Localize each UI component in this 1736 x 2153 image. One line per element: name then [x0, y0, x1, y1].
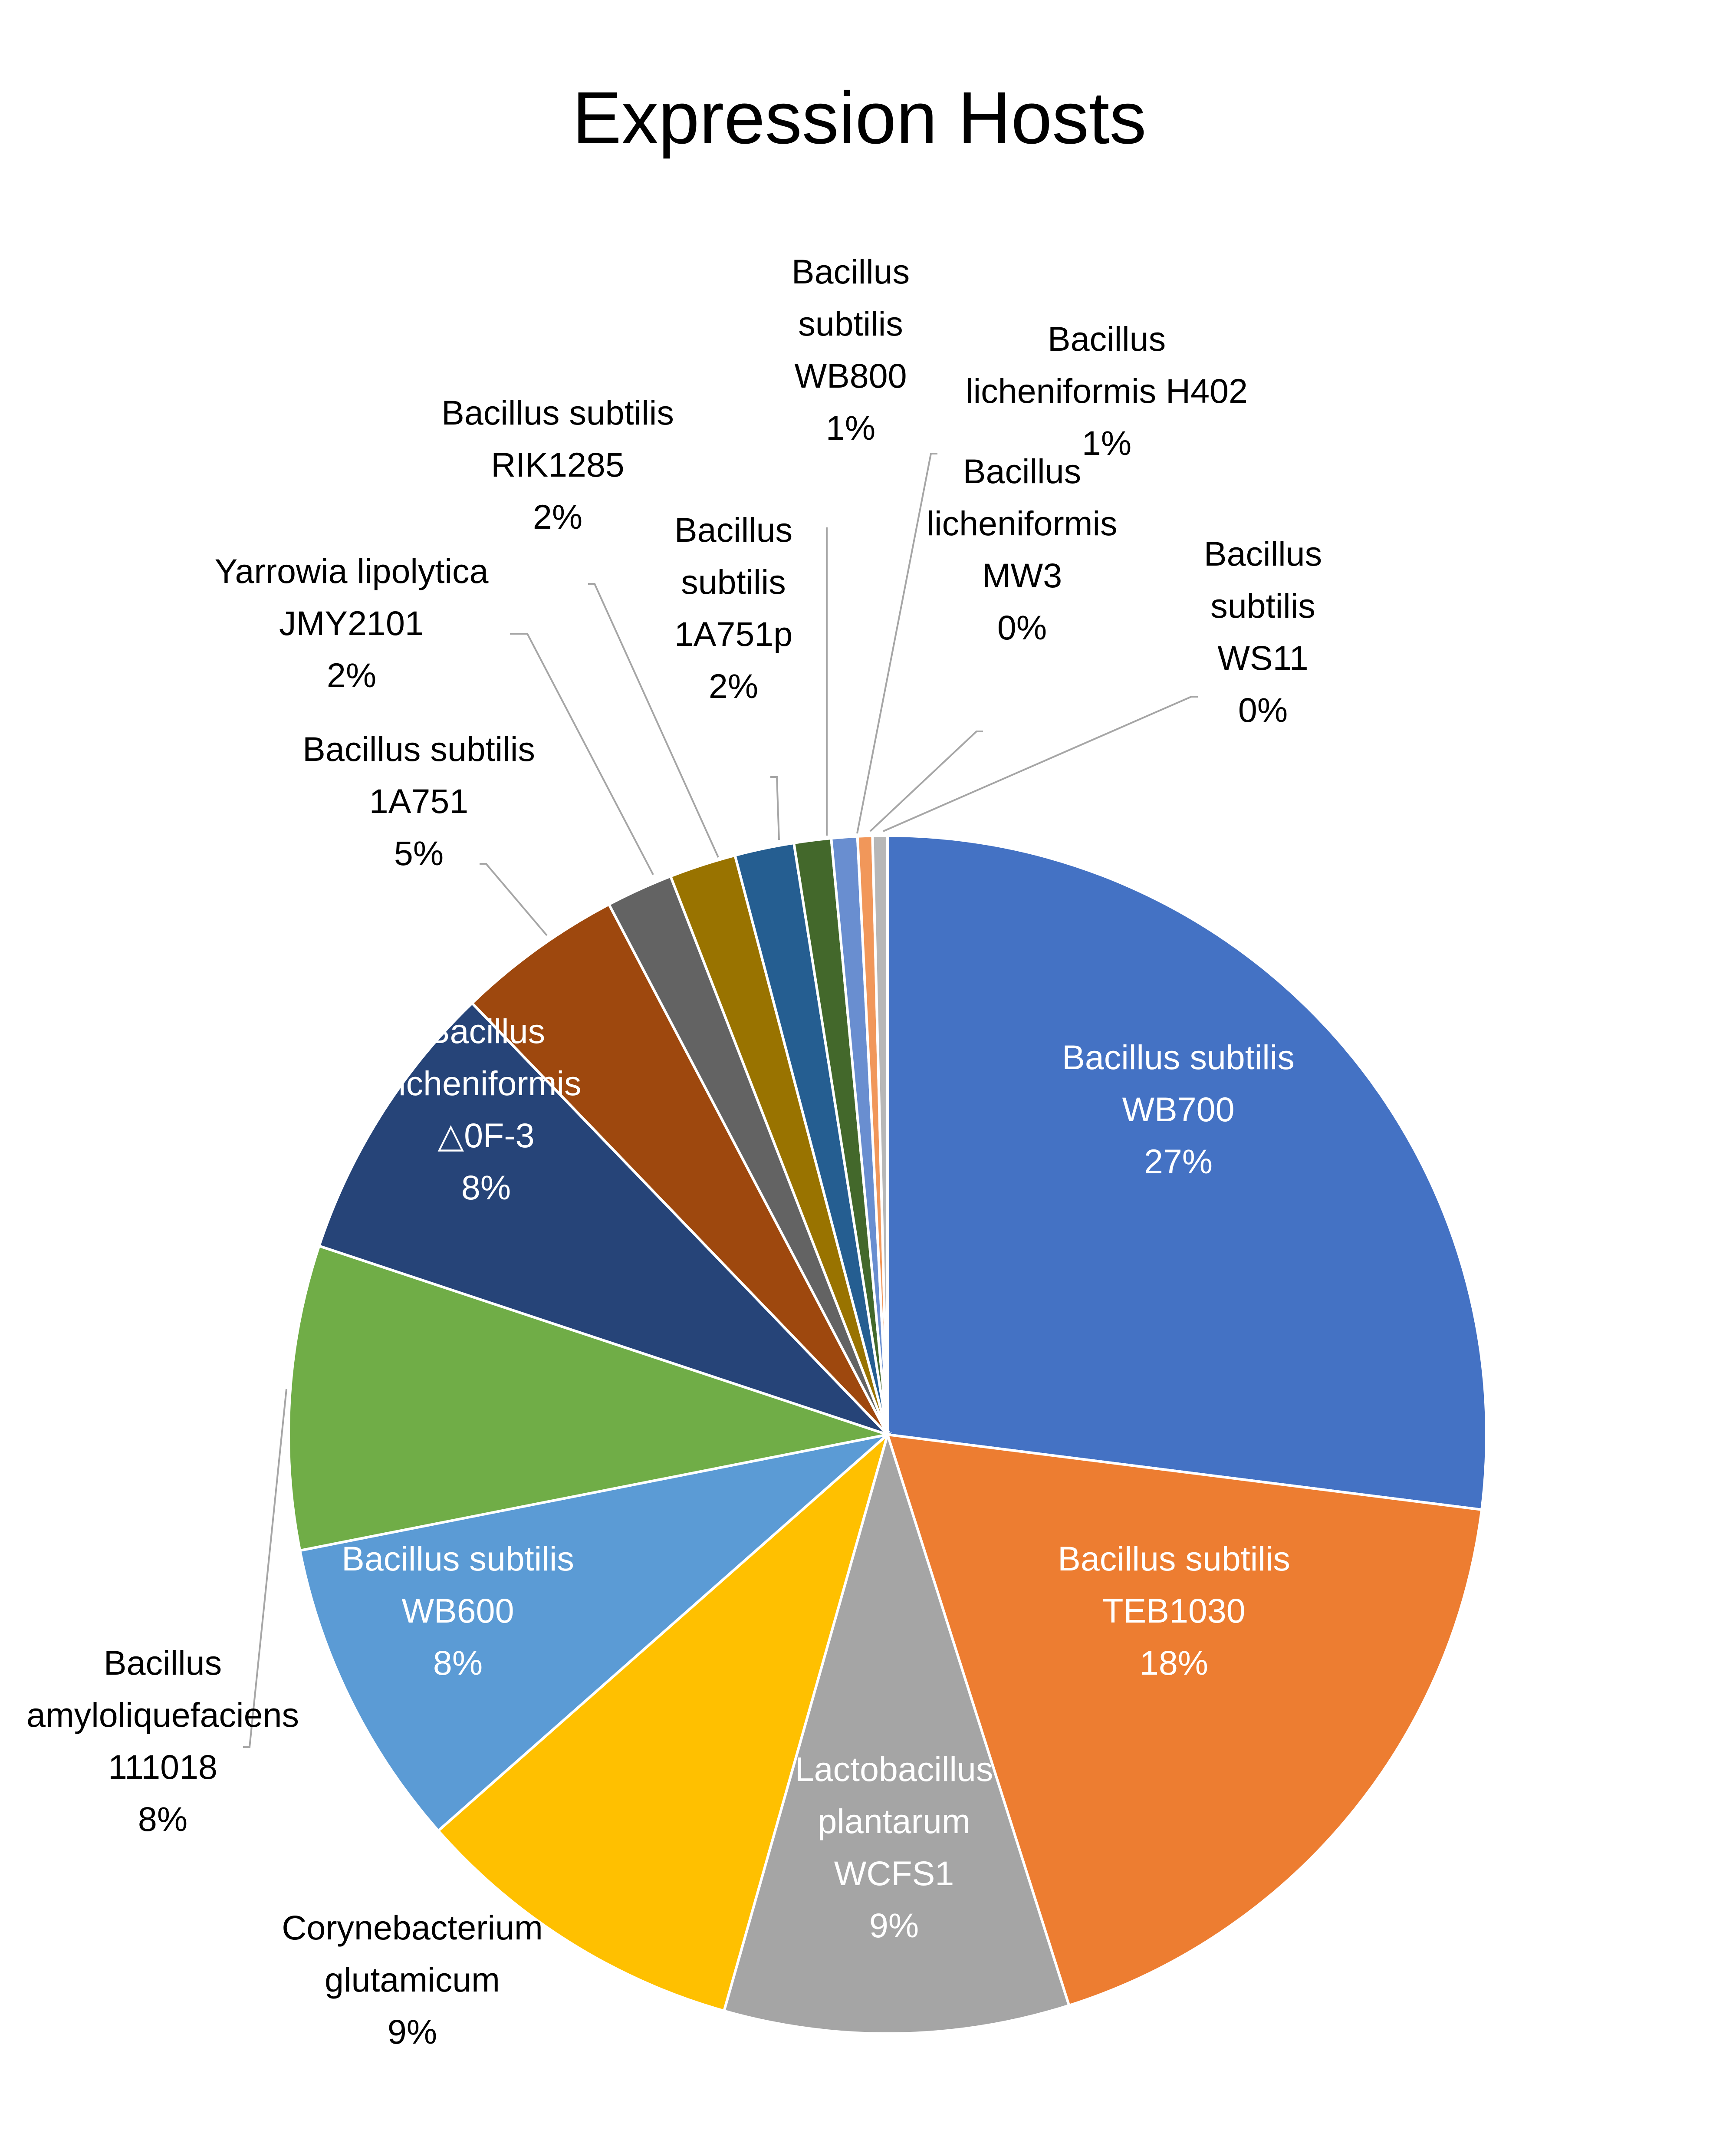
data-label-line: Bacillus	[1048, 319, 1166, 358]
pie-slice	[287, 1244, 893, 1552]
data-label-line: 1%	[1082, 424, 1131, 462]
data-label-line: Bacillus subtilis	[441, 393, 674, 432]
data-label-line: 8%	[461, 1168, 511, 1207]
data-label-line: Bacillus	[674, 510, 792, 549]
data-label-line: WB700	[1122, 1090, 1234, 1129]
data-label-line: amyloliquefaciens	[26, 1695, 299, 1734]
data-label-line: 1%	[826, 408, 875, 447]
data-label-line: Bacillus	[792, 252, 910, 291]
data-label-line: WS11	[1217, 639, 1308, 677]
data-label-line: RIK1285	[491, 445, 624, 484]
chart-title: Expression Hosts	[572, 77, 1147, 159]
data-label-line: Lactobacillus	[795, 1750, 993, 1788]
data-label-line: Bacillus	[1204, 534, 1322, 573]
leader-line	[883, 696, 1198, 832]
data-label-line: licheniformis	[927, 504, 1117, 543]
data-label-line: Bacillus subtilis	[1058, 1539, 1290, 1578]
leader-line	[480, 863, 548, 936]
data-label-line: TEB1030	[1102, 1591, 1245, 1630]
data-label-line: WCFS1	[834, 1854, 954, 1893]
data-label-line: 111018	[108, 1748, 217, 1786]
data-label-line: glutamicum	[325, 1960, 500, 1999]
data-label: Bacillus licheniformis △0F-3 8%	[391, 1012, 581, 1207]
leader-line	[510, 633, 654, 875]
data-label-line: subtilis	[681, 563, 786, 601]
data-label-line: 1A751p	[674, 615, 792, 653]
data-label-line: △0F-3	[437, 1116, 534, 1155]
data-labels: Bacillus subtilis WB700 27%Bacillus subtil…	[26, 252, 1322, 2051]
data-label-line: subtilis	[1210, 586, 1315, 625]
data-label: Bacillus subtilis 1A751 5%	[302, 730, 535, 872]
leader-line	[869, 731, 983, 832]
pie-slices	[287, 834, 1488, 2035]
data-label-line: Bacillus	[963, 452, 1081, 491]
data-label-line: Bacillus subtilis	[342, 1539, 574, 1578]
data-label: Bacillus subtilis 1A751p 2%	[674, 510, 792, 705]
pie-slice	[886, 834, 1488, 1511]
pie-slice	[436, 1431, 890, 2013]
data-label-line: 2%	[709, 667, 758, 705]
data-label-line: Yarrowia lipolytica	[215, 552, 489, 590]
data-label-line: 8%	[433, 1643, 483, 1682]
leader-line	[770, 776, 780, 840]
data-label-line: 2%	[533, 497, 582, 536]
leader-lines	[243, 453, 1198, 1748]
data-label: Bacillus subtilis WB600 8%	[342, 1539, 574, 1682]
pie-slice	[722, 1430, 1071, 2035]
data-label: Bacillus subtilis WB800 1%	[792, 252, 910, 447]
data-label: Bacillus subtilis WB700 27%	[1062, 1038, 1295, 1181]
data-label: Bacillus subtilis WS11 0%	[1204, 534, 1322, 729]
leader-line	[243, 1389, 287, 1748]
pie-slice	[298, 1432, 892, 1833]
data-label-line: licheniformis H402	[966, 372, 1248, 410]
pie-slice	[871, 834, 889, 1435]
data-label-line: 0%	[1238, 691, 1288, 729]
data-label-line: 1A751	[369, 782, 468, 820]
leader-line	[588, 583, 719, 858]
data-label-line: 0%	[997, 608, 1047, 647]
data-label-line: 9%	[869, 1906, 919, 1945]
data-label-line: JMY2101	[279, 604, 424, 642]
data-label: Yarrowia lipolytica JMY2101 2%	[215, 552, 489, 695]
pie-slice	[885, 1433, 1483, 2007]
data-label-line: plantarum	[818, 1802, 970, 1840]
data-label-line: licheniformis	[391, 1064, 581, 1103]
data-label-line: subtilis	[798, 304, 903, 343]
data-label-line: 9%	[388, 2012, 437, 2051]
data-label-line: WB800	[794, 356, 907, 395]
data-label: Bacillus amyloliquefaciens 111018 8%	[26, 1643, 299, 1838]
data-label-line: 27%	[1144, 1142, 1213, 1181]
data-label-line: 5%	[394, 834, 444, 872]
data-label: Bacillus licheniformis MW3 0%	[927, 452, 1117, 647]
data-label: Lactobacillus plantarum WCFS1 9%	[795, 1750, 993, 1945]
data-label-line: WB600	[401, 1591, 514, 1630]
data-label: Bacillus subtilis RIK1285 2%	[441, 393, 674, 536]
data-label-line: 18%	[1140, 1643, 1208, 1682]
data-label-line: MW3	[982, 556, 1062, 595]
data-label-line: Corynebacterium	[282, 1908, 543, 1947]
data-label-line: Bacillus subtilis	[302, 730, 535, 768]
data-label: Bacillus subtilis TEB1030 18%	[1058, 1539, 1290, 1682]
data-label-line: Bacillus	[104, 1643, 222, 1682]
data-label: Corynebacterium glutamicum 9%	[282, 1908, 543, 2051]
pie-slice	[470, 902, 889, 1436]
leader-line	[856, 453, 937, 834]
data-label-line: Bacillus	[427, 1012, 545, 1050]
data-label-line: Bacillus subtilis	[1062, 1038, 1295, 1076]
data-label: Bacillus licheniformis H402 1%	[966, 319, 1248, 462]
pie-slice	[317, 1001, 889, 1436]
data-label-line: 2%	[327, 656, 376, 695]
data-label-line: 8%	[138, 1800, 187, 1838]
